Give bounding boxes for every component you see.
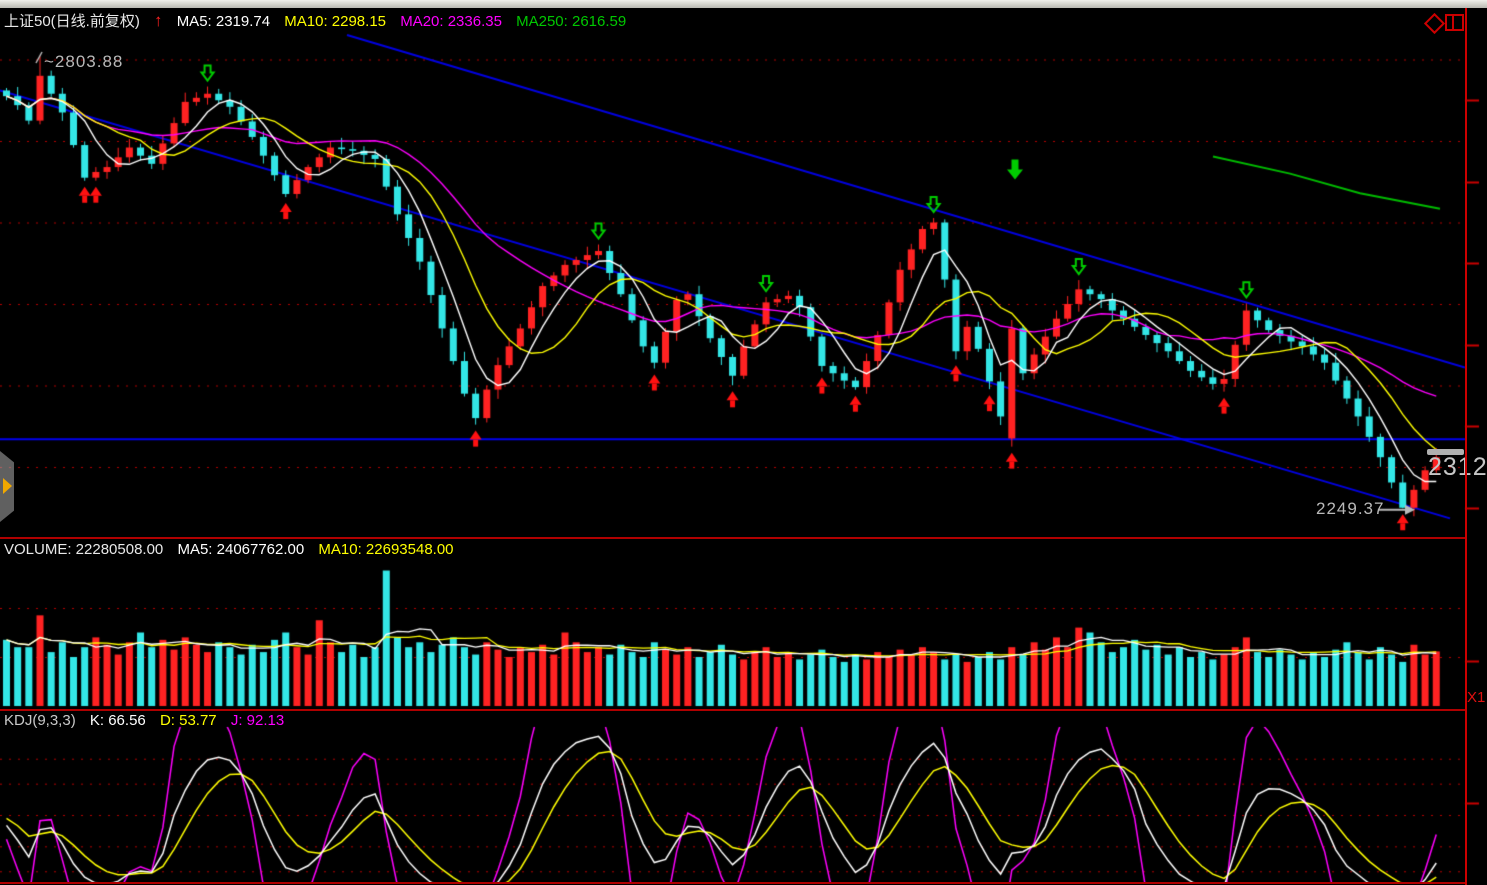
volume-kdj-separator [0,709,1465,711]
low-price-label: 2249.37 [1316,499,1385,518]
ma10-value: MA10: 2298.15 [284,13,387,30]
kdj-j-value: J: 92.13 [230,712,285,729]
bottom-border [0,882,1465,884]
volume-value: VOLUME: 22280508.00 [4,541,164,558]
kdj-d-value: D: 53.77 [159,712,217,729]
buy-signal-legend-icon: ↑ [154,11,163,30]
expander-arrow-icon [3,478,12,494]
volume-header: VOLUME: 22280508.00 MA5: 24067762.00 MA1… [4,541,464,558]
window-top-edge [0,0,1487,8]
high-price-label: ~2803.88 [44,52,124,71]
split-window-icon-divider [1452,16,1454,29]
last-price-tag-bar [1427,449,1464,455]
symbol-title: 上证50(日线.前复权) [4,13,140,30]
kdj-k-value: K: 66.56 [89,712,146,729]
ma250-value: MA250: 2616.59 [516,13,627,30]
main-volume-separator [0,537,1465,539]
ma20-value: MA20: 2336.35 [400,13,502,30]
volume-ma5-value: MA5: 24067762.00 [177,541,305,558]
ma5-value: MA5: 2319.74 [176,13,271,30]
split-window-icon[interactable] [1445,14,1464,31]
main-chart-header: 上证50(日线.前复权) ↑ MA5: 2319.74 MA10: 2298.1… [4,10,636,31]
compression-indicator: X1 [1467,689,1486,706]
kdj-title: KDJ(9,3,3) [4,712,76,729]
right-border [1465,8,1467,885]
panel-expander-handle[interactable] [0,451,14,522]
kdj-header: KDJ(9,3,3) K: 66.56 D: 53.77 J: 92.13 [4,712,294,729]
volume-ma10-value: MA10: 22693548.00 [318,541,454,558]
last-price-label: 2312 [1428,453,1487,481]
